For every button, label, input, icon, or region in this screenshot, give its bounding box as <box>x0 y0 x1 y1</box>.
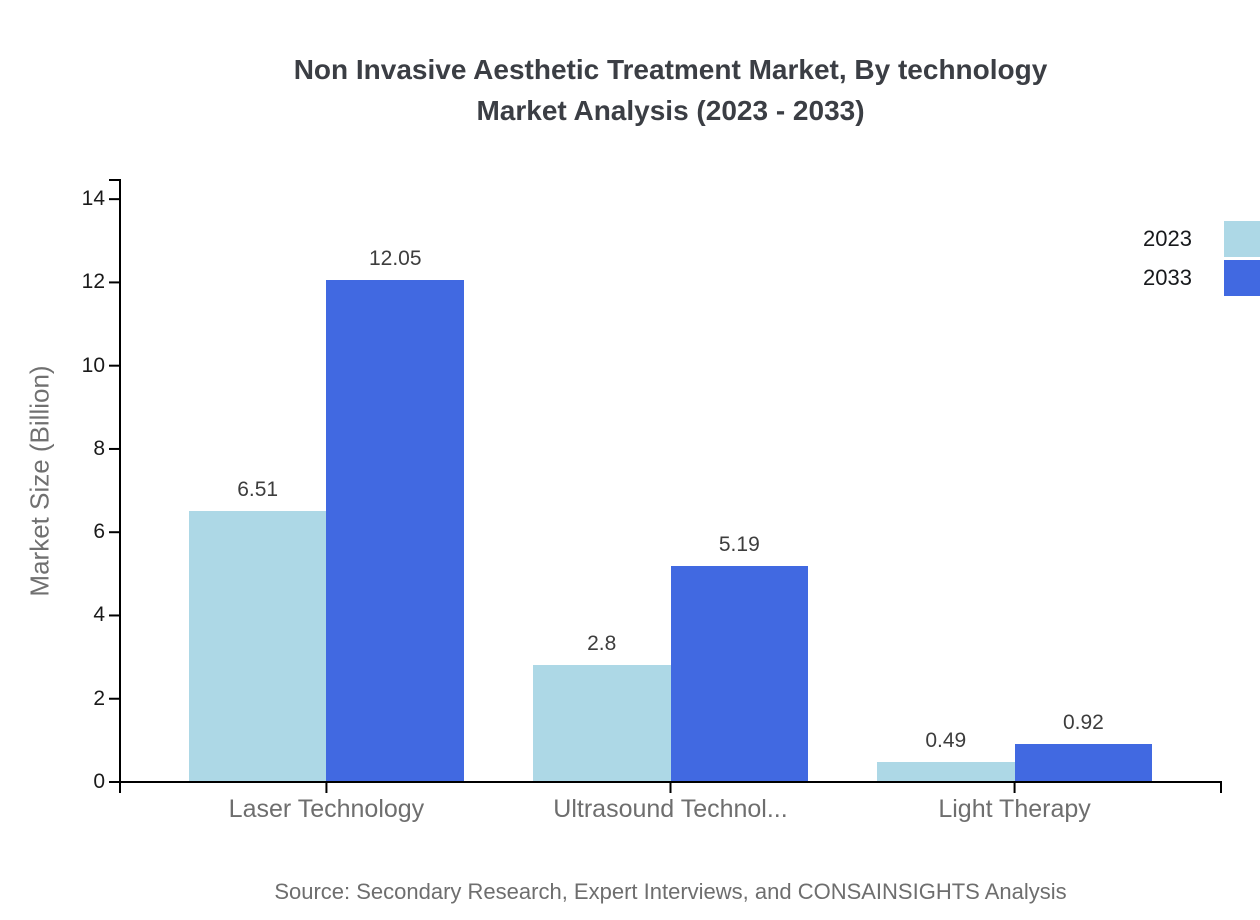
x-axis-line <box>119 781 1222 793</box>
legend-label-2023: 2023 <box>1143 226 1192 251</box>
bar-value-label: 0.92 <box>1062 710 1104 734</box>
chart-title-line1: Non Invasive Aesthetic Treatment Market,… <box>293 54 1048 85</box>
bar-2023-light-therapy <box>876 761 1015 782</box>
legend-item-2023: 2023 <box>1143 221 1260 257</box>
y-tick-label: 2 <box>93 686 105 710</box>
y-axis-title: Market Size (Billion) <box>24 365 55 597</box>
legend-swatch-2033 <box>1224 260 1260 296</box>
chart-title: Non Invasive Aesthetic Treatment Market,… <box>120 49 1221 131</box>
y-tick-label: 10 <box>81 353 105 377</box>
y-tick-label: 6 <box>93 520 105 544</box>
y-tick-label: 8 <box>93 436 105 460</box>
bar-2023-laser-technology <box>188 510 327 782</box>
y-tick-label: 4 <box>93 603 105 627</box>
y-tick-label: 14 <box>81 187 105 211</box>
legend-swatch-2023 <box>1224 221 1260 257</box>
bar-value-label: 12.05 <box>368 247 422 271</box>
chart-title-line2: Market Analysis (2023 - 2033) <box>476 95 865 126</box>
legend-item-2033: 2033 <box>1143 260 1260 296</box>
bar-2033-ultrasound-technol <box>670 565 809 782</box>
x-tick-label: Light Therapy <box>938 795 1091 823</box>
bar-value-label: 2.8 <box>587 632 617 656</box>
legend-label-2033: 2033 <box>1143 265 1192 290</box>
bar-value-label: 5.19 <box>718 532 760 556</box>
source-note: Source: Secondary Research, Expert Inter… <box>274 879 1067 904</box>
bar-2033-light-therapy <box>1014 743 1153 782</box>
x-tick-label: Ultrasound Technol... <box>553 795 788 823</box>
bar-value-label: 6.51 <box>237 477 279 501</box>
x-tick-label: Laser Technology <box>228 795 425 823</box>
bar-value-label: 0.49 <box>925 728 967 752</box>
y-tick-label: 0 <box>93 770 105 793</box>
y-tick-label: 12 <box>81 270 105 294</box>
bar-2033-laser-technology <box>326 280 465 782</box>
y-axis-line <box>109 179 121 783</box>
bar-2023-ultrasound-technol <box>532 665 671 782</box>
